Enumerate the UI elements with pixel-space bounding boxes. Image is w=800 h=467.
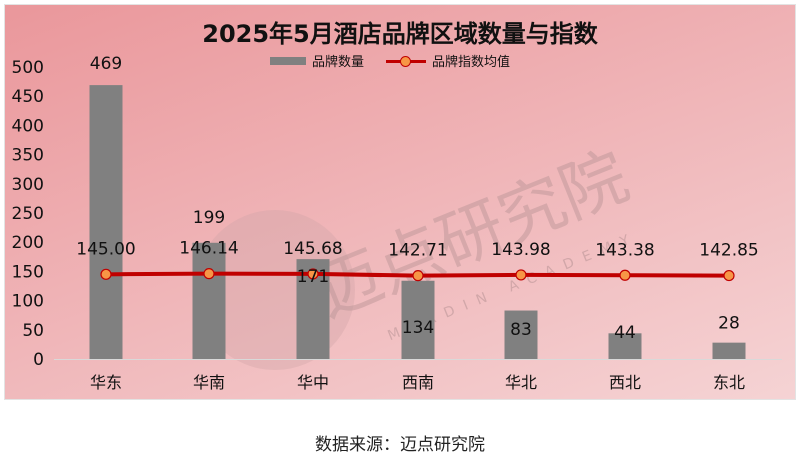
y-axis-tick: 150: [12, 262, 44, 282]
x-axis-category-label: 华南: [193, 373, 225, 392]
x-axis-category-label: 东北: [713, 373, 745, 392]
bar-华南: [192, 242, 226, 359]
line-value-label: 146.14: [179, 239, 238, 259]
line-marker-icon: [100, 268, 112, 280]
chart-title: 2025年5月酒店品牌区域数量与指数: [202, 20, 598, 48]
line-value-label: 145.00: [76, 239, 135, 259]
x-axis-category-label: 华北: [505, 373, 537, 392]
x-axis-category-label: 西南: [402, 373, 434, 392]
bar-西北: [608, 333, 642, 359]
line-marker-icon: [412, 270, 424, 282]
line-marker-swatch-icon: [386, 55, 427, 67]
line-marker-icon: [307, 268, 319, 280]
line-marker-icon: [619, 269, 631, 281]
bar-value-label: 83: [510, 320, 532, 340]
legend-item-brand-count: 品牌数量: [270, 51, 364, 70]
y-axis-tick: 0: [33, 350, 44, 370]
line-marker-icon: [203, 268, 215, 280]
line-value-label: 142.85: [699, 241, 758, 261]
y-axis-tick: 300: [12, 175, 44, 195]
chart-area: [4, 4, 796, 400]
bar-value-label: 199: [193, 208, 225, 228]
bar-华北: [504, 310, 538, 359]
legend-label: 品牌数量: [312, 55, 365, 70]
y-axis-tick: 450: [12, 87, 44, 107]
line-value-label: 145.68: [283, 239, 342, 259]
bar-value-label: 28: [718, 314, 740, 334]
y-axis-tick: 100: [12, 292, 44, 312]
y-axis-tick: 350: [12, 146, 44, 166]
bar-value-label: 469: [90, 54, 122, 74]
line-value-label: 142.71: [388, 241, 447, 261]
data-source-note: 数据来源：迈点研究院: [315, 435, 485, 455]
line-marker-icon: [515, 269, 527, 281]
bar-value-label: 44: [614, 323, 636, 343]
y-axis-tick: 250: [12, 204, 44, 224]
legend-item-brand-index: 品牌指数均值: [386, 51, 510, 70]
x-axis-category-label: 华东: [90, 373, 122, 392]
bar-西南: [401, 280, 435, 359]
chart-legend: 品牌数量 品牌指数均值: [270, 51, 532, 70]
bar-华东: [89, 85, 123, 359]
line-value-label: 143.38: [595, 240, 654, 260]
bar-value-label: 134: [402, 318, 434, 338]
y-axis-tick: 50: [22, 321, 44, 341]
bar-swatch-icon: [270, 56, 306, 65]
line-marker-icon: [723, 269, 735, 282]
x-axis-category-label: 西北: [609, 373, 641, 392]
line-value-label: 143.98: [491, 240, 550, 260]
y-axis-tick: 500: [12, 58, 44, 78]
legend-label: 品牌指数均值: [432, 55, 511, 70]
x-axis-category-label: 华中: [297, 373, 329, 392]
y-axis-tick: 400: [12, 116, 44, 136]
bar-东北: [712, 342, 746, 359]
bar-value-label: 171: [297, 267, 329, 287]
y-axis-tick: 200: [12, 233, 44, 253]
